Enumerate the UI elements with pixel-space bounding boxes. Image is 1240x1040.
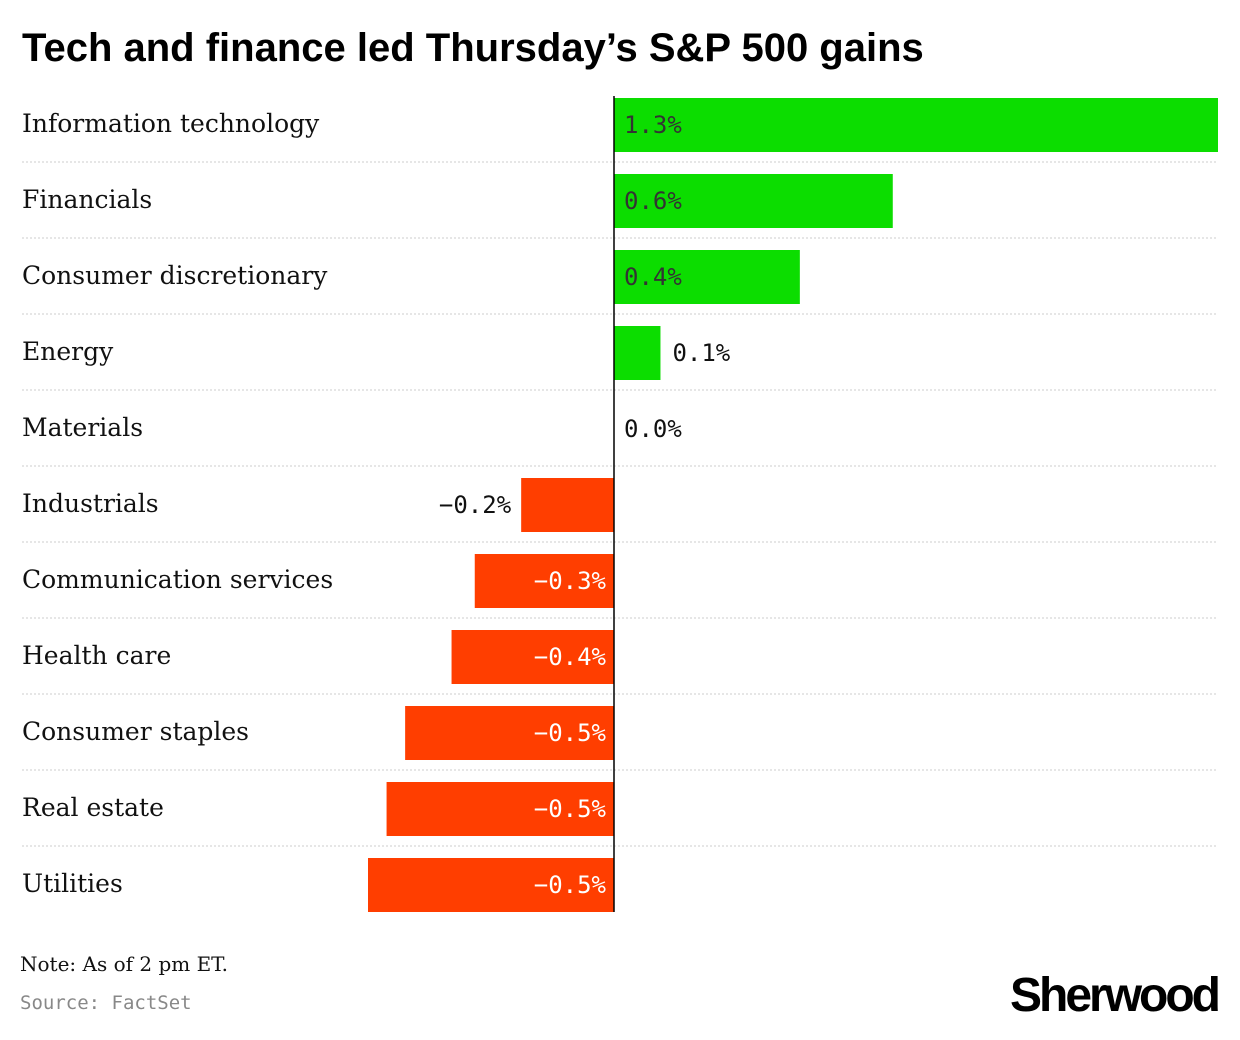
category-label: Industrials xyxy=(22,489,159,518)
category-label: Consumer staples xyxy=(22,717,249,746)
value-label: 0.6% xyxy=(624,187,682,215)
bar xyxy=(614,174,893,228)
category-label: Energy xyxy=(22,337,114,366)
bar xyxy=(368,858,614,912)
brand-logo: Sherwood xyxy=(1009,969,1221,1022)
category-label: Materials xyxy=(22,413,143,442)
value-label: 0.0% xyxy=(624,415,682,443)
value-label: −0.4% xyxy=(534,643,607,671)
value-label: −0.5% xyxy=(534,871,607,899)
category-label: Communication services xyxy=(22,565,333,594)
category-label: Utilities xyxy=(22,869,123,898)
bar-chart: Information technology 1.3% Financials 0.6%… xyxy=(22,96,1218,912)
value-label: 1.3% xyxy=(624,111,682,139)
bar xyxy=(451,630,614,684)
category-label: Real estate xyxy=(22,793,164,822)
bar xyxy=(405,706,614,760)
chart-title: Tech and finance led Thursday’s S&P 500 … xyxy=(22,26,924,70)
category-label: Consumer discretionary xyxy=(22,261,328,290)
value-label: −0.3% xyxy=(534,567,607,595)
chart-note: Note: As of 2 pm ET. xyxy=(20,952,228,976)
bar xyxy=(386,782,614,836)
category-label: Information technology xyxy=(22,109,320,138)
category-label: Financials xyxy=(22,185,152,214)
bar xyxy=(614,326,661,380)
value-label: −0.5% xyxy=(534,795,607,823)
category-label: Health care xyxy=(22,641,171,670)
value-label: −0.2% xyxy=(439,491,512,519)
value-label: 0.4% xyxy=(624,263,682,291)
bar xyxy=(474,554,614,608)
value-label: −0.5% xyxy=(534,719,607,747)
bar xyxy=(521,478,614,532)
chart-source: Source: FactSet xyxy=(20,992,192,1014)
bar xyxy=(614,250,800,304)
value-label: 0.1% xyxy=(672,339,730,367)
bar xyxy=(614,98,1218,152)
